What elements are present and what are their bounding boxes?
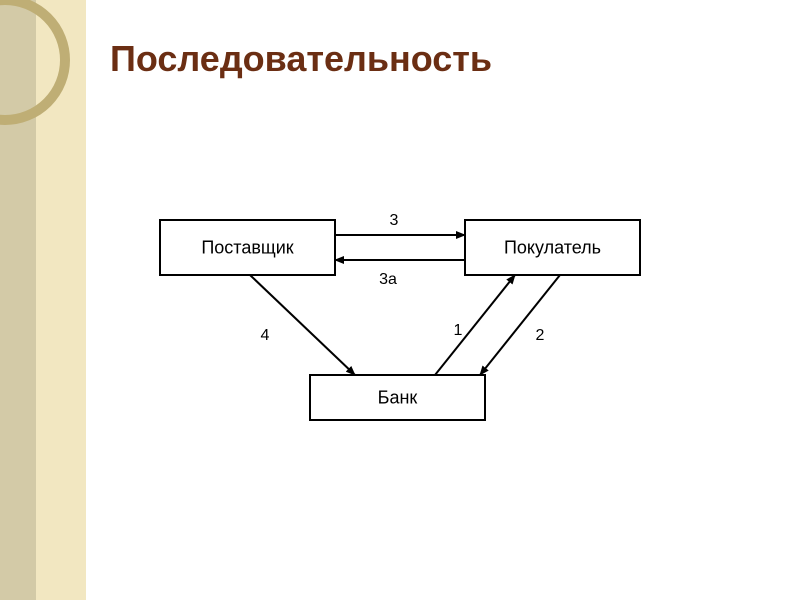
edge-e4 — [250, 275, 355, 375]
edge-label-e3: 3 — [390, 212, 399, 229]
edge-label-e4: 4 — [261, 327, 270, 344]
node-label-buyer: Покулатель — [504, 237, 601, 257]
edge-label-e2: 2 — [536, 327, 545, 344]
node-label-bank: Банк — [378, 387, 418, 407]
diagram-svg: 3 3а 4 1 2 Поставщик Покулатель Банк — [120, 180, 680, 440]
node-bank: Банк — [310, 375, 485, 420]
node-buyer: Покулатель — [465, 220, 640, 275]
edge-e2 — [480, 275, 560, 375]
node-supplier: Поставщик — [160, 220, 335, 275]
edge-label-e1: 1 — [454, 322, 463, 339]
decor-left-stripe — [0, 0, 36, 600]
slide-decor — [0, 0, 86, 600]
edge-label-e3a: 3а — [379, 271, 397, 288]
nodes-layer: Поставщик Покулатель Банк — [160, 220, 640, 420]
page-title: Последовательность — [110, 38, 492, 80]
sequence-diagram: 3 3а 4 1 2 Поставщик Покулатель Банк — [120, 180, 680, 440]
slide: Последовательность 3 3а 4 1 2 Поставщик Покул… — [0, 0, 800, 600]
edge-e1 — [435, 275, 515, 375]
node-label-supplier: Поставщик — [201, 237, 293, 257]
